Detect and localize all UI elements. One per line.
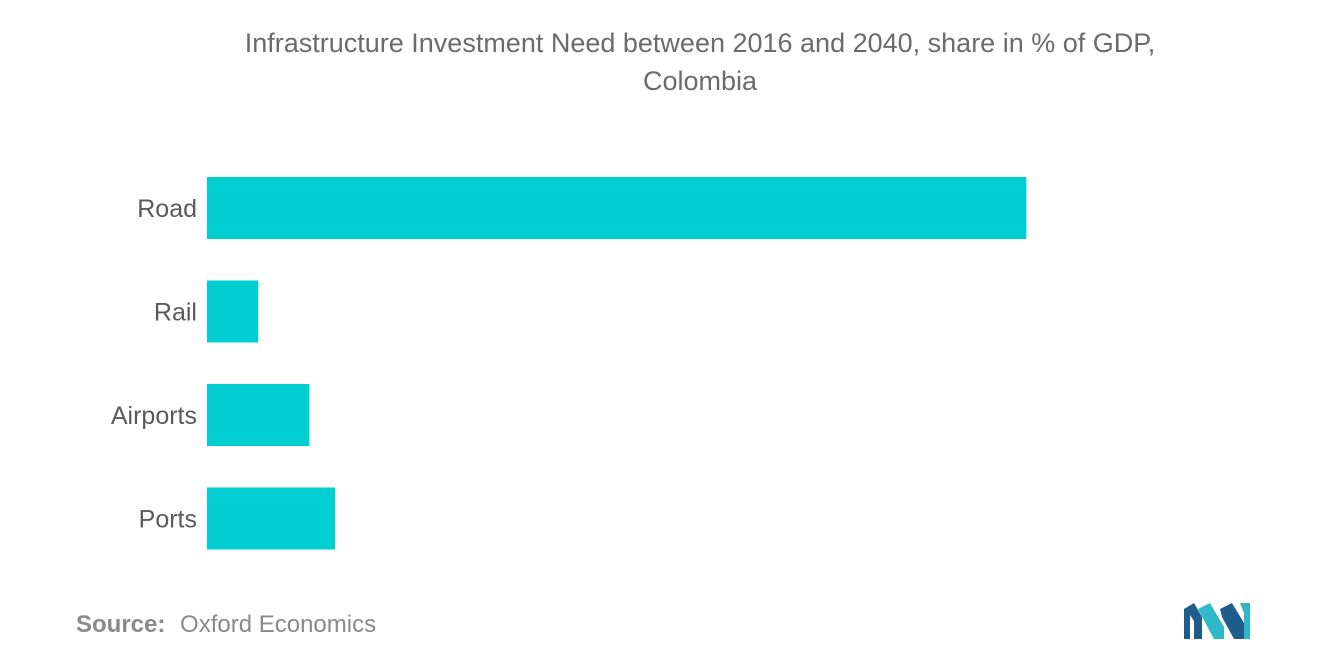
- chart-title-line-1: Infrastructure Investment Need between 2…: [244, 28, 1156, 58]
- bar-airports: [207, 384, 310, 446]
- mordor-intelligence-logo-icon: [1184, 603, 1250, 639]
- chart-title-line-2: Colombia: [642, 66, 758, 96]
- bar-chart: Road Rail Airports Ports: [111, 177, 1027, 550]
- category-label-road: Road: [137, 195, 197, 223]
- category-label-rail: Rail: [154, 299, 197, 327]
- category-label-ports: Ports: [139, 506, 197, 534]
- category-label-airports: Airports: [111, 402, 197, 430]
- bar-ports: [207, 487, 336, 550]
- source-label: Source:: [76, 611, 166, 638]
- source-text: Oxford Economics: [180, 611, 377, 638]
- chart-title: Infrastructure Investment Need between 2…: [0, 24, 1320, 100]
- bar-road: [207, 177, 1027, 239]
- bar-rail: [207, 280, 259, 343]
- source-note: Source: Oxford Economics: [76, 611, 376, 639]
